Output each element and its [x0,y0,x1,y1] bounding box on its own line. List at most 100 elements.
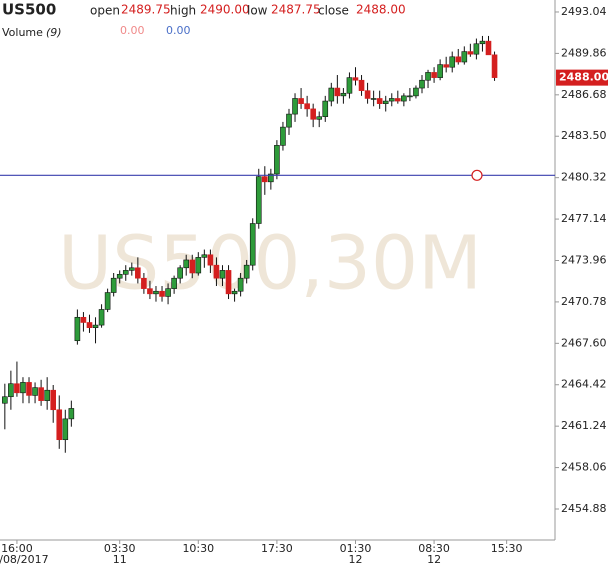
candle-body [262,176,268,183]
x-tick-date: 12 [348,553,362,566]
candle-body [153,290,159,295]
candle-body [413,87,419,97]
candle-body [86,322,93,328]
y-tick-label: 2467.60 [561,336,607,349]
candle-body [304,103,310,110]
y-tick-label: 2454.88 [561,502,607,515]
candle-body [213,264,220,279]
candle-body [280,126,286,146]
candle-body [310,108,316,120]
candle-body [268,173,274,183]
candle-body [141,277,147,289]
candle-body [219,270,226,279]
low-label: low [247,4,268,18]
y-tick-label: 2473.96 [561,253,607,266]
y-tick-label: 2483.50 [561,129,607,142]
candle-body [195,257,202,274]
candle-body [201,254,208,258]
candle-body [286,113,292,128]
candle-body [449,56,456,68]
y-tick-label: 2486.68 [561,88,607,101]
symbol: US500 [2,1,56,19]
candle-body [80,316,87,323]
x-tick-date: 09/08/2017 [0,553,49,566]
candle-body [485,40,492,56]
candle-body [437,64,443,78]
candle-body [455,56,462,63]
x-tick-label: 16:00 [1,542,33,555]
volume-up: 0.00 [120,24,145,37]
x-tick-label: 01:30 [340,542,372,555]
close-value: 2488.00 [356,3,406,17]
candle-body [104,292,111,310]
candle-body [171,277,177,289]
price-badge-label: 2488.00 [559,71,609,84]
candle-body [376,98,383,104]
candle-body [159,290,165,297]
candle-body [340,92,347,97]
candle-body [74,316,81,342]
close-label: close [318,4,349,18]
candle-body [50,389,57,411]
open-value: 2489.75 [121,3,171,17]
candle-body [407,95,413,98]
candle-body [183,259,190,269]
candle-body [122,270,129,275]
candle-body [298,98,304,104]
candle-body [128,267,135,271]
candle-body [328,87,335,102]
candle-body [370,98,377,100]
candle-body [322,100,329,118]
candle-body [479,40,486,45]
candle-body [135,267,141,279]
candle-body [116,273,123,279]
candle-body [231,290,238,295]
y-tick-label: 2470.78 [561,295,607,308]
candle-body [491,54,498,78]
volume-period: (9) [46,26,62,39]
candle-body [382,100,389,104]
candle-body [352,77,359,81]
volume-down: 0.00 [166,24,191,37]
candle-body [255,176,262,224]
candle-body [32,387,38,396]
candle-body [334,87,341,97]
candle-body [2,396,8,404]
candle-body [425,72,431,81]
x-tick-label: 08:30 [418,542,450,555]
candle-body [473,43,480,55]
candle-body [395,98,401,102]
candle-body [177,267,183,279]
candle-body [431,72,437,78]
low-value: 2487.75 [271,3,321,17]
candle-body [467,51,474,55]
volume-label: Volume [2,26,43,39]
candle-body [38,387,44,401]
y-tick-label: 2464.42 [561,378,607,391]
candle-body [358,79,365,91]
candle-body [189,259,196,274]
candle-body [14,383,20,394]
candle-body [443,64,449,68]
candle-body [401,95,407,102]
candle-body [98,309,105,326]
candle-body [68,408,75,420]
candle-body [62,418,69,441]
candle-body [147,288,153,295]
candle-body [292,98,298,115]
candle-body [364,90,371,99]
x-tick-date: 11 [113,553,127,566]
candle-body [461,51,468,63]
high-value: 2490.00 [200,3,250,17]
candle-body [8,383,14,398]
candle-body [346,77,353,94]
candle-body [243,264,250,279]
y-tick-label: 2461.24 [561,419,607,432]
candle-body [249,223,256,266]
candle-body [225,270,232,295]
candle-body [20,382,26,394]
x-tick-label: 10:30 [182,542,214,555]
y-tick-label: 2477.14 [561,212,607,225]
open-label: open [90,4,120,18]
